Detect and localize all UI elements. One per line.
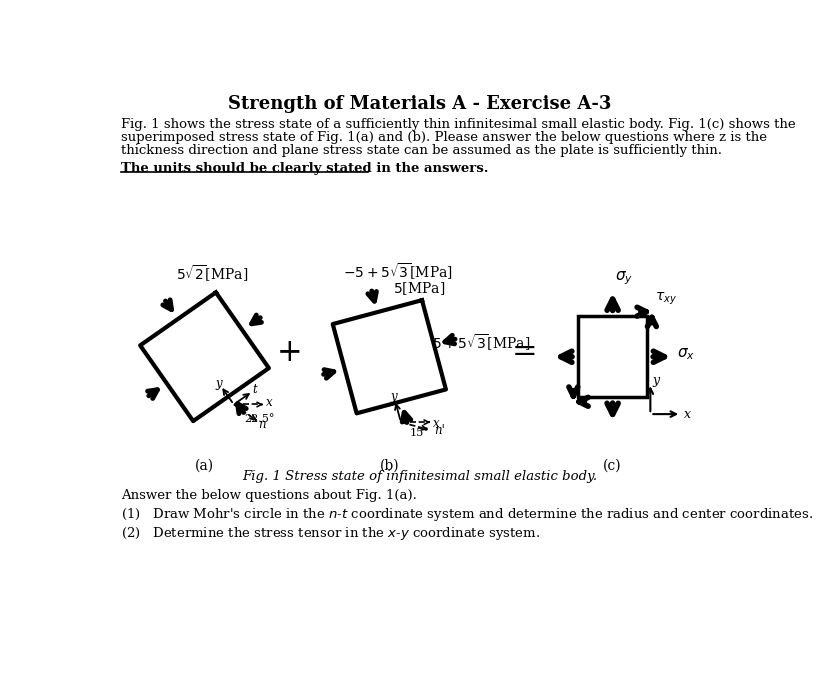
Text: +: + — [276, 337, 302, 368]
Text: y: y — [215, 377, 222, 389]
Text: $\sigma_x$: $\sigma_x$ — [676, 347, 695, 362]
Text: x: x — [266, 396, 273, 409]
Text: =: = — [511, 337, 537, 368]
Text: The units should be clearly stated in the answers.: The units should be clearly stated in th… — [121, 162, 489, 175]
Bar — [578, 316, 647, 397]
Text: x: x — [433, 417, 440, 430]
Text: (1)   Draw Mohr's circle in the $n$-$t$ coordinate system and determine the radi: (1) Draw Mohr's circle in the $n$-$t$ co… — [121, 506, 813, 523]
Text: 22.5°: 22.5° — [245, 414, 275, 424]
Text: $5\sqrt{2}$[MPa]: $5\sqrt{2}$[MPa] — [176, 263, 248, 284]
Text: $5$[MPa]: $5$[MPa] — [393, 280, 446, 297]
Text: (b): (b) — [379, 459, 399, 473]
Text: 15°: 15° — [410, 428, 430, 439]
Text: Fig. 1 Stress state of infinitesimal small elastic body.: Fig. 1 Stress state of infinitesimal sma… — [242, 470, 597, 483]
Text: n: n — [258, 418, 266, 431]
Text: $5+5\sqrt{3}$[MPa]: $5+5\sqrt{3}$[MPa] — [432, 333, 530, 353]
Text: superimposed stress state of Fig. 1(a) and (b). Please answer the below question: superimposed stress state of Fig. 1(a) a… — [121, 131, 767, 144]
Text: x: x — [684, 407, 691, 420]
Text: y: y — [391, 391, 397, 403]
Text: $\tau_{xy}$: $\tau_{xy}$ — [655, 291, 677, 307]
Text: (2)   Determine the stress tensor in the $x$-$y$ coordinate system.: (2) Determine the stress tensor in the $… — [121, 525, 541, 541]
Text: (c): (c) — [604, 459, 622, 473]
Text: $-5+5\sqrt{3}$[MPa]: $-5+5\sqrt{3}$[MPa] — [343, 261, 453, 282]
Text: y: y — [653, 374, 660, 386]
Text: $\sigma_y$: $\sigma_y$ — [615, 270, 633, 287]
Text: (a): (a) — [195, 459, 214, 473]
Text: Answer the below questions about Fig. 1(a).: Answer the below questions about Fig. 1(… — [121, 489, 417, 502]
Text: n': n' — [434, 425, 446, 437]
Text: Fig. 1 shows the stress state of a sufficiently thin infinitesimal small elastic: Fig. 1 shows the stress state of a suffi… — [121, 118, 796, 131]
Text: t: t — [253, 383, 258, 396]
Text: Strength of Materials A - Exercise A-3: Strength of Materials A - Exercise A-3 — [228, 95, 612, 113]
Text: thickness direction and plane stress state can be assumed as the plate is suffic: thickness direction and plane stress sta… — [121, 145, 722, 157]
